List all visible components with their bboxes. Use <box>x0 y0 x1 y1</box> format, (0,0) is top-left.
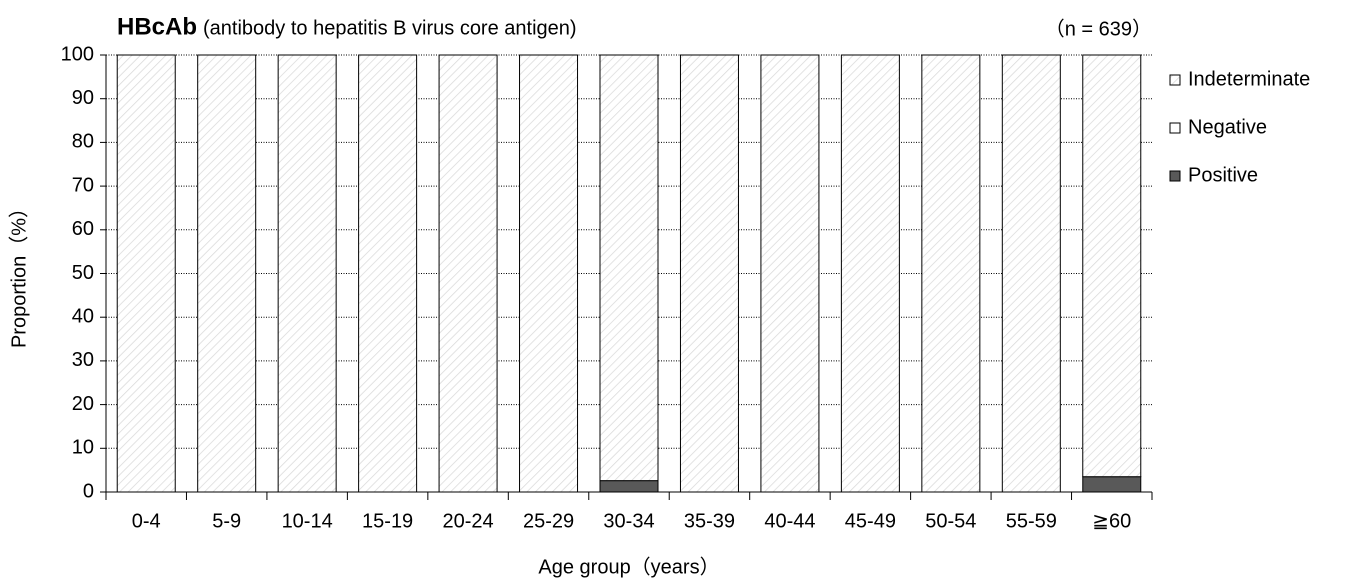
x-tick-label: 25-29 <box>523 510 574 532</box>
x-tick-label: 45-49 <box>845 510 896 532</box>
y-tick-label: 70 <box>72 174 94 196</box>
legend-swatch <box>1169 170 1181 182</box>
bar-segment <box>1082 476 1142 493</box>
bar-segment <box>116 54 176 493</box>
y-tick-label: 40 <box>72 305 94 327</box>
x-tick-label: 10-14 <box>282 510 333 532</box>
y-tick-label: 80 <box>72 131 94 153</box>
bar-segment <box>840 54 900 493</box>
y-tick-label: 30 <box>72 349 94 371</box>
x-tick-label: 20-24 <box>442 510 493 532</box>
bar-segment <box>760 54 820 493</box>
bar-segment <box>1001 54 1061 493</box>
y-tick-label: 50 <box>72 262 94 284</box>
annotation: （n = 639） <box>1045 17 1152 40</box>
x-tick-label: 15-19 <box>362 510 413 532</box>
bar-segment <box>277 54 337 493</box>
x-tick-label: 0-4 <box>132 510 161 532</box>
y-tick-label: 90 <box>72 87 94 109</box>
y-tick-label: 20 <box>72 393 94 415</box>
bar-segment <box>599 480 659 493</box>
bar-segment <box>438 54 498 493</box>
bar-segment <box>679 54 739 493</box>
y-axis-label: Proportion（%） <box>7 198 30 348</box>
x-tick-label: 30-34 <box>603 510 654 532</box>
chart-title: HBcAb <box>117 13 197 40</box>
x-tick-label: 50-54 <box>925 510 976 532</box>
legend-swatch <box>1169 122 1181 134</box>
x-tick-label: 5-9 <box>212 510 241 532</box>
bar-segment <box>1082 54 1142 478</box>
x-axis-label: Age group（years） <box>538 555 719 578</box>
x-tick-label: ≧60 <box>1092 510 1131 532</box>
x-tick-label: 35-39 <box>684 510 735 532</box>
y-tick-label: 10 <box>72 437 94 459</box>
bar-segment <box>197 54 257 493</box>
y-tick-label: 100 <box>61 43 94 65</box>
chart-subtitle: (antibody to hepatitis B virus core anti… <box>203 17 577 39</box>
legend-swatch <box>1169 74 1181 86</box>
legend-label: Indeterminate <box>1188 68 1310 90</box>
x-tick-label: 40-44 <box>764 510 815 532</box>
y-tick-label: 60 <box>72 218 94 240</box>
bar-segment <box>599 54 659 482</box>
y-tick-label: 0 <box>83 480 94 502</box>
x-tick-label: 55-59 <box>1006 510 1057 532</box>
legend-label: Positive <box>1188 164 1258 186</box>
bar-segment <box>358 54 418 493</box>
bar-segment <box>921 54 981 493</box>
bar-segment <box>519 54 579 493</box>
legend-label: Negative <box>1188 116 1267 138</box>
